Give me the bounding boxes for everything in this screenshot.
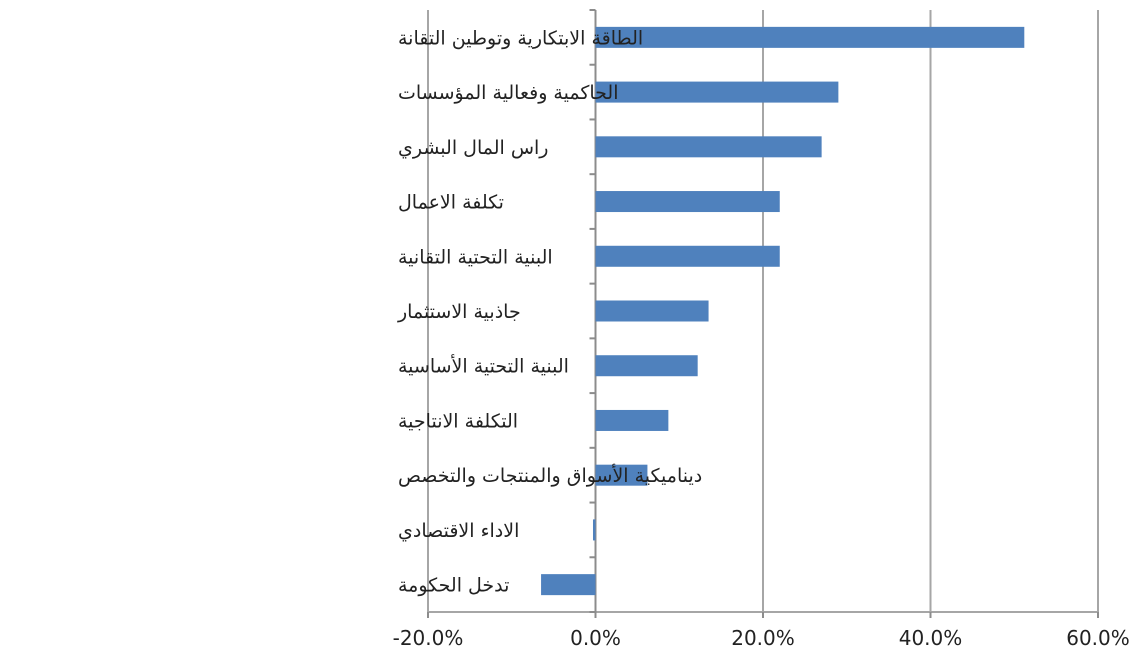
category-label: جاذبية الاستثمار xyxy=(397,301,521,323)
category-label: تكلفة الاعمال xyxy=(398,192,504,214)
category-label: ديناميكية الأسواق والمنتجات والتخصص xyxy=(398,464,702,487)
gridlines xyxy=(427,10,1099,612)
bar xyxy=(595,136,822,158)
x-tick-label: 0.0% xyxy=(570,626,621,650)
bar xyxy=(541,574,596,596)
bar xyxy=(595,300,709,322)
bar xyxy=(595,81,839,103)
category-label: الطاقة الابتكارية وتوطين التقانة xyxy=(398,27,643,49)
bar xyxy=(592,519,596,541)
bar xyxy=(595,245,780,267)
x-tick-label: 20.0% xyxy=(731,626,795,650)
category-label: البنية التحتية التقانية xyxy=(398,246,553,268)
x-tick-labels: -20.0% 0.0% 20.0% 40.0% 60.0% xyxy=(393,626,1130,650)
bar xyxy=(595,26,1025,48)
bar xyxy=(595,355,698,377)
category-labels: الطاقة الابتكارية وتوطين التقانة الحاكمية… xyxy=(397,27,702,596)
bars xyxy=(541,26,1025,596)
category-label: البنية التحتية الأساسية xyxy=(398,355,569,378)
category-label: الحاكمية وفعالية المؤسسات xyxy=(398,82,619,104)
x-tick-label: 60.0% xyxy=(1066,626,1130,650)
bar xyxy=(595,191,780,213)
x-tick-label: -20.0% xyxy=(393,626,464,650)
bar xyxy=(595,464,648,486)
category-label: الاداء الاقتصادي xyxy=(398,520,519,542)
x-tick-label: 40.0% xyxy=(899,626,963,650)
bar xyxy=(595,409,669,431)
category-label: تدخل الحكومة xyxy=(398,575,509,597)
category-label: راس المال البشري xyxy=(398,137,548,159)
category-label: التكلفة الانتاجية xyxy=(398,410,518,432)
